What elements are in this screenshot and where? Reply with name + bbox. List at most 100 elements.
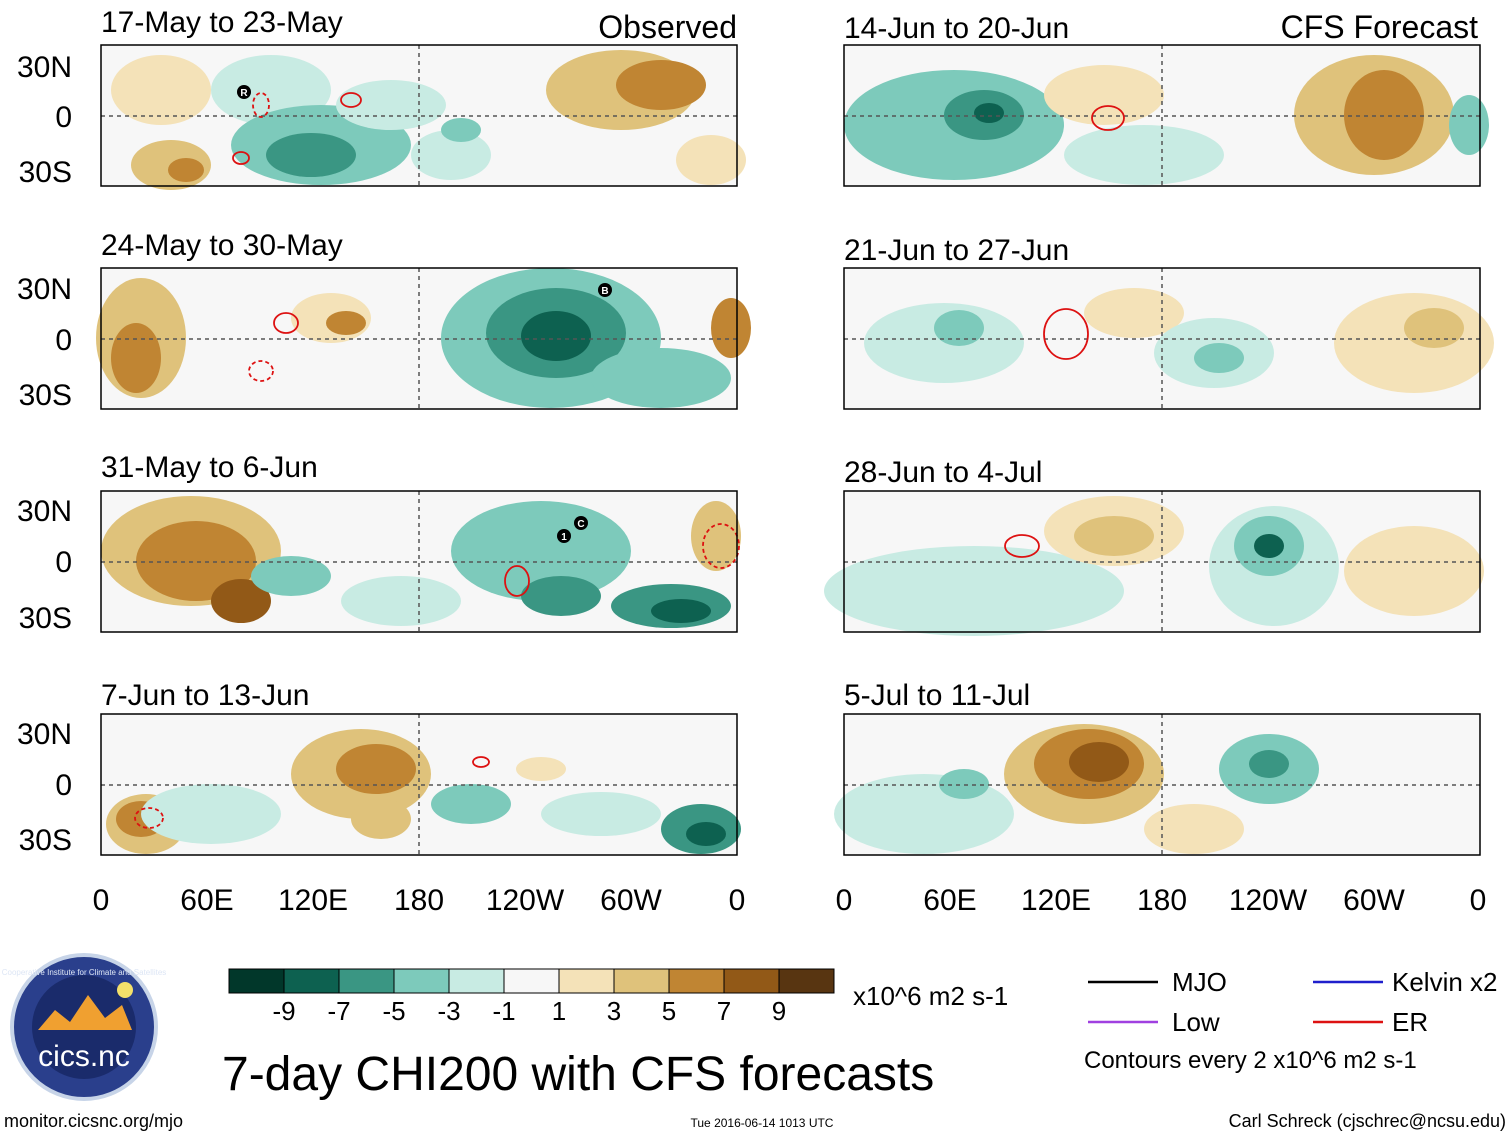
- cics-logo: cics.nc Cooperative Institute for Climat…: [2, 953, 167, 1101]
- colorbar-cell: [668, 968, 725, 994]
- svg-text:3: 3: [607, 996, 621, 1026]
- chi-anomaly-field: [864, 288, 1494, 393]
- svg-text:0: 0: [55, 324, 72, 357]
- svg-text:1: 1: [552, 996, 566, 1026]
- svg-text:B: B: [601, 286, 608, 297]
- svg-text:0: 0: [1470, 884, 1487, 917]
- colorbar-cell: [503, 968, 560, 994]
- contour-note: Contours every 2 x10^6 m2 s-1: [1084, 1047, 1417, 1074]
- svg-text:30N: 30N: [17, 495, 72, 528]
- svg-text:180: 180: [394, 884, 444, 917]
- observed-panel-2-label: 24-May to 30-May: [101, 229, 343, 262]
- observed-column-label: Observed: [598, 9, 737, 45]
- forecast-panel-2: [843, 267, 1494, 410]
- colorbar-units: x10^6 m2 s-1: [853, 981, 1008, 1011]
- er-contours: [134, 756, 490, 829]
- er-contours: [504, 523, 740, 597]
- svg-text:0: 0: [729, 884, 746, 917]
- observed-panel-3-label: 31-May to 6-Jun: [101, 451, 318, 484]
- colorbar-cell: [723, 968, 780, 994]
- logo-ring-text: Cooperative Institute for Climate and Sa…: [2, 968, 167, 977]
- colorbar-cell: [558, 968, 615, 994]
- colorbar-tick-labels: -9 -7 -5 -3 -1 1 3 5 7 9: [272, 996, 786, 1026]
- observed-panel-3: C 1: [100, 490, 741, 633]
- svg-text:-1: -1: [492, 996, 515, 1026]
- svg-text:30S: 30S: [19, 602, 72, 635]
- svg-text:0: 0: [55, 769, 72, 802]
- legend-label-er: ER: [1392, 1007, 1428, 1037]
- logo-text: cics.nc: [38, 1040, 130, 1073]
- svg-text:180: 180: [1137, 884, 1187, 917]
- forecast-panel-4-label: 5-Jul to 11-Jul: [844, 679, 1030, 712]
- panel-frame: [100, 44, 738, 187]
- svg-text:-3: -3: [437, 996, 460, 1026]
- legend-label-mjo: MJO: [1172, 967, 1227, 997]
- svg-text:60E: 60E: [923, 884, 976, 917]
- svg-text:5: 5: [662, 996, 676, 1026]
- er-contours: [232, 92, 362, 165]
- forecast-panel-1-label: 14-Jun to 20-Jun: [844, 12, 1069, 45]
- svg-text:-9: -9: [272, 996, 295, 1026]
- observed-panel-1: R: [100, 44, 746, 190]
- svg-text:60E: 60E: [180, 884, 233, 917]
- forecast-column-label: CFS Forecast: [1281, 9, 1478, 45]
- longitude-axis-labels-forecast: 0 60E 120E 180 120W 60W 0: [836, 884, 1487, 917]
- svg-text:0: 0: [55, 101, 72, 134]
- chi-anomaly-field: [834, 724, 1319, 854]
- svg-text:-7: -7: [327, 996, 350, 1026]
- chi-anomaly-field: [96, 268, 751, 408]
- svg-text:0: 0: [55, 546, 72, 579]
- chi-anomaly-field: [106, 729, 741, 854]
- chi-anomaly-field: [101, 496, 741, 628]
- legend-label-low: Low: [1172, 1007, 1220, 1037]
- forecast-panel-2-label: 21-Jun to 27-Jun: [844, 234, 1069, 267]
- svg-text:9: 9: [772, 996, 786, 1026]
- svg-text:30S: 30S: [19, 379, 72, 412]
- storm-marker-b: B: [598, 283, 612, 297]
- svg-text:0: 0: [836, 884, 853, 917]
- storm-marker-r: R: [237, 85, 251, 99]
- svg-text:60W: 60W: [600, 884, 662, 917]
- storm-marker-1: 1: [557, 529, 571, 543]
- chi-anomaly-field: [824, 496, 1484, 636]
- source-url: monitor.cicsnc.org/mjo: [4, 1111, 183, 1131]
- svg-text:30N: 30N: [17, 51, 72, 84]
- colorbar-cells: [228, 968, 835, 994]
- svg-text:1: 1: [561, 532, 567, 543]
- forecast-panel-1: [843, 44, 1489, 187]
- author-credit: Carl Schreck (cjschrec@ncsu.edu): [1229, 1111, 1506, 1131]
- svg-text:30S: 30S: [19, 156, 72, 189]
- svg-text:C: C: [577, 519, 584, 530]
- colorbar: -9 -7 -5 -3 -1 1 3 5 7 9 x10^6 m2 s-1: [228, 968, 1008, 1026]
- svg-text:30N: 30N: [17, 273, 72, 306]
- colorbar-cell: [448, 968, 505, 994]
- forecast-panel-3: [824, 490, 1484, 636]
- colorbar-cell: [613, 968, 670, 994]
- svg-text:120W: 120W: [1229, 884, 1308, 917]
- svg-text:60W: 60W: [1343, 884, 1405, 917]
- svg-text:7: 7: [717, 996, 731, 1026]
- svg-text:120E: 120E: [1021, 884, 1091, 917]
- svg-text:120E: 120E: [278, 884, 348, 917]
- contour-legend: MJO Kelvin x2 Low ER Contours every 2 x1…: [1084, 967, 1498, 1074]
- er-contours: [1091, 105, 1125, 131]
- svg-text:R: R: [240, 88, 248, 99]
- forecast-panel-3-label: 28-Jun to 4-Jul: [844, 456, 1042, 489]
- colorbar-cell: [283, 968, 340, 994]
- er-contours: [1043, 308, 1089, 360]
- longitude-axis-labels-observed: 0 60E 120E 180 120W 60W 0: [93, 884, 746, 917]
- chi-anomaly-field: [111, 50, 746, 190]
- latitude-axis-labels: 30N 0 30S 30N 0 30S 30N 0 30S 30N 0 30S: [17, 51, 72, 857]
- svg-text:-5: -5: [382, 996, 405, 1026]
- svg-text:0: 0: [93, 884, 110, 917]
- storm-marker-c: C: [574, 516, 588, 530]
- observed-panel-4-label: 7-Jun to 13-Jun: [101, 679, 309, 712]
- logo-sun: [117, 982, 133, 998]
- colorbar-cell: [338, 968, 395, 994]
- colorbar-cell: [393, 968, 450, 994]
- svg-text:30N: 30N: [17, 718, 72, 751]
- observed-panel-1-label: 17-May to 23-May: [101, 6, 343, 39]
- forecast-panel-4: [834, 713, 1481, 856]
- er-contours: [248, 312, 299, 382]
